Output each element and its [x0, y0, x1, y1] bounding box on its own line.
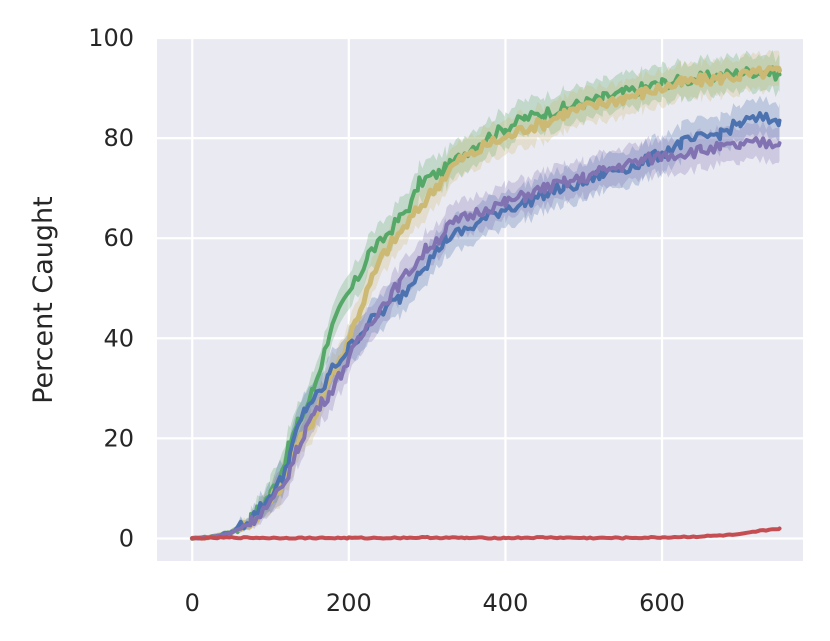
y-axis-label: Percent Caught [28, 196, 59, 404]
y-tick-label: 80 [103, 124, 134, 152]
y-tick-label: 40 [103, 324, 134, 352]
x-tick-label: 200 [326, 589, 372, 617]
y-tick-labels: 0 20 40 60 80 100 [88, 24, 134, 552]
y-tick-label: 60 [103, 224, 134, 252]
x-tick-labels: 0 200 400 600 [185, 589, 685, 617]
plot-background [157, 38, 803, 561]
x-tick-label: 400 [483, 589, 529, 617]
x-tick-label: 0 [185, 589, 200, 617]
series-lines [189, 64, 782, 541]
series-line [190, 136, 782, 541]
series-line [190, 111, 782, 541]
series-line [190, 526, 782, 541]
x-tick-label: 600 [639, 589, 685, 617]
y-tick-label: 0 [119, 524, 134, 552]
y-tick-label: 20 [103, 424, 134, 452]
y-tick-label: 100 [88, 24, 134, 52]
confidence-band [192, 120, 780, 539]
